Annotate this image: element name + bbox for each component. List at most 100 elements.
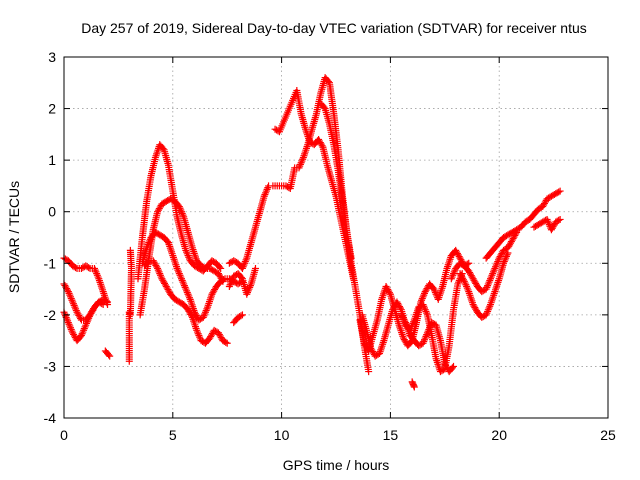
data-point [263,185,271,193]
data-point [159,145,167,153]
series-arc-5b [358,270,466,376]
data-point [237,273,245,281]
data-point [555,188,563,196]
data-point [450,268,458,276]
data-point [78,330,86,338]
data-point [262,187,270,195]
data-point [201,308,209,316]
series-arc-1d [101,347,114,360]
data-point [556,187,564,195]
data-point [244,289,252,297]
data-point [484,306,492,314]
data-point [154,266,162,274]
axis-ticks: 0 5 10 15 20 25 -4 -3 -2 -1 0 1 2 3 [44,49,616,443]
data-point [422,307,430,315]
data-point [178,275,186,283]
series-arc-5d [408,378,418,391]
data-point [220,276,228,284]
data-point [182,285,190,293]
data-point [179,211,187,219]
y-axis-label: SDTVAR / TECUs [6,181,22,293]
data-point [484,307,492,315]
data-point [70,301,78,309]
data-point [296,160,304,168]
data-point [72,305,80,313]
y-tick-label: -4 [44,410,57,426]
data-point [421,334,429,342]
y-tick-label: -1 [44,255,57,271]
data-point [241,259,249,267]
data-point [175,268,183,276]
data-point [63,286,71,294]
data-point [176,204,184,212]
data-point [430,285,438,293]
data-point [418,295,426,303]
data-point [180,280,188,288]
data-point [420,338,428,346]
data-point [486,302,494,310]
data-point [493,259,501,267]
data-point [155,268,163,276]
data-point [264,184,272,192]
data-point [448,273,456,281]
data-point [463,284,471,292]
data-point [299,155,307,163]
series-arc-4b [271,87,357,283]
data-point [126,246,134,254]
data-point [463,282,471,290]
data-point [244,287,252,295]
series-arc-1c [60,298,107,345]
series-arc-2d [141,257,231,347]
data-point [200,312,208,320]
data-point [146,237,154,245]
data-point [450,362,458,370]
data-point [195,331,203,339]
data-point [246,282,254,290]
data-point [226,281,234,289]
data-point [447,275,455,283]
y-tick-label: 2 [48,101,56,117]
data-point [423,309,431,317]
data-point [65,320,73,328]
data-point [182,246,190,254]
data-point [297,159,305,167]
data-point [491,264,499,272]
data-point [500,258,508,266]
data-point [502,252,510,260]
y-tick-label: 0 [48,204,56,220]
data-point [246,283,254,291]
data-point [77,314,85,322]
data-point [545,219,553,227]
data-point [223,339,231,347]
x-axis-label: GPS time / hours [283,457,390,473]
data-point [420,304,428,312]
data-point [238,264,246,272]
data-point [420,289,428,297]
data-point [260,192,268,200]
data-point [500,259,508,267]
data-point [419,339,427,347]
data-point [448,364,456,372]
data-point [365,368,373,376]
data-point [94,273,102,281]
data-point [85,313,93,321]
data-point [484,280,492,288]
data-point [144,240,152,248]
data-point [173,264,181,272]
data-point [194,330,202,338]
data-point [175,270,183,278]
data-point [185,294,193,302]
data-point [225,282,233,290]
data-point [92,268,100,276]
data-point [239,263,247,271]
data-point [228,277,236,285]
chart-title: Day 257 of 2019, Sidereal Day-to-day VTE… [81,20,587,36]
data-point [449,271,457,279]
data-point [178,208,186,216]
data-point [482,285,490,293]
data-point [241,258,249,266]
data-point [216,263,224,271]
data-point [85,264,93,272]
data-point [454,280,462,288]
data-point [80,326,88,334]
